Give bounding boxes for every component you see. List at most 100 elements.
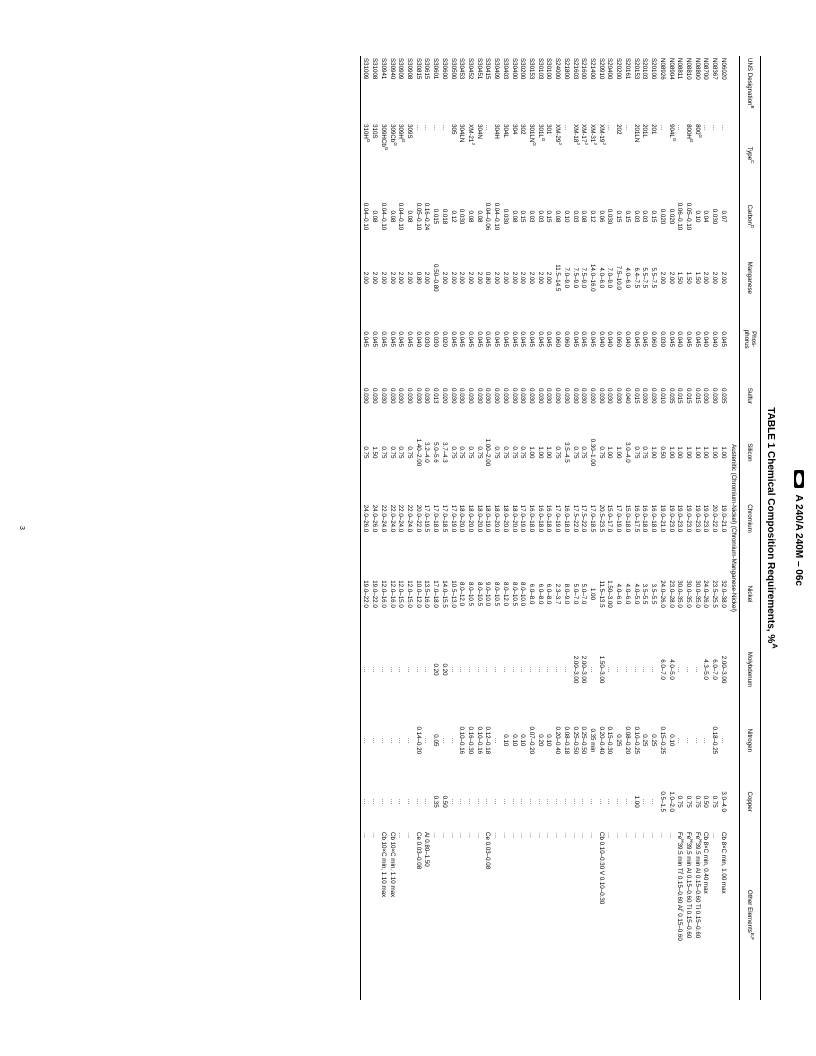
table-cell: 1.00 — [701, 424, 710, 481]
table-cell: 0.10 — [510, 707, 519, 773]
table-cell: 6.0–8.0 — [545, 556, 554, 632]
table-cell: 1.00–2.00 — [484, 424, 493, 481]
table-cell: … — [510, 632, 519, 708]
table-cell: 0.18–0.25 — [710, 707, 719, 773]
table-row: S30403304L0.0302.000.0450.0300.7518.0–20… — [501, 56, 510, 1000]
table-cell: 24.0–26.0 — [361, 481, 370, 557]
table-cell: 0.030 — [562, 367, 571, 424]
table-cell: Al 0.80–1.50 — [422, 830, 431, 1000]
table-cell: … — [422, 122, 431, 188]
table-cell: 2.00–3.00 — [719, 632, 728, 708]
table-cell: … — [457, 773, 466, 830]
table-cell: … — [614, 773, 623, 830]
table-cell: 0.030 — [588, 367, 597, 424]
table-cell: … — [701, 707, 710, 773]
table-cell: 16.0–18.0 — [545, 481, 554, 557]
table-row: S30452XM-21J0.082.000.0450.0300.7518.0–2… — [466, 56, 475, 1000]
table-cell: … — [414, 632, 423, 708]
table-cell: 7.5–10.0 — [614, 245, 623, 311]
table-cell: FeH39.5 min Al 0.15–0.60 Ti 0.15–0.60 — [693, 830, 702, 1000]
table-cell: 0.15 — [545, 188, 554, 245]
table-cell: 800G — [693, 122, 702, 188]
table-cell: 0.03 — [527, 188, 536, 245]
table-row: S305003050.122.000.0450.0300.7517.0–19.0… — [449, 56, 458, 1000]
page-number: 3 — [18, 0, 25, 1056]
table-cell: … — [396, 773, 405, 830]
table-cell: 0.040 — [606, 311, 615, 368]
table-cell: S30909 — [396, 56, 405, 122]
table-cell: … — [492, 830, 501, 1000]
table-cell: 0.05–0.10 — [414, 188, 423, 245]
table-cell: 0.045 — [370, 311, 379, 368]
table-cell: Cb 8×C min, 1.00 max — [719, 830, 728, 1000]
table-cell: 0.045 — [571, 311, 580, 368]
table-row: S31008310S0.082.000.0450.0301.5024.0–26.… — [370, 56, 379, 1000]
table-cell: 22.0–24.0 — [396, 481, 405, 557]
column-header: Copper — [739, 773, 760, 830]
table-cell: 0.75 — [684, 773, 693, 830]
table-cell: 0.35 — [431, 773, 440, 830]
table-cell: S30601 — [431, 56, 440, 122]
table-cell: N08926 — [658, 56, 667, 122]
table-row: S30103301LG0.032.000.0450.0301.0016.0–18… — [536, 56, 545, 1000]
table-cell: 4.0–6.0 — [614, 556, 623, 632]
table-cell: … — [571, 830, 580, 1000]
table-cell: 0.015 — [675, 367, 684, 424]
table-cell: 4.0–6.0 — [623, 245, 632, 311]
table-cell: 0.030 — [422, 367, 431, 424]
standard-header: A 240/A 240M – 06c — [793, 0, 804, 1056]
table-cell: 0.030 — [510, 367, 519, 424]
table-cell: 32.0–38.0 — [719, 556, 728, 632]
section-row: Austenitic (Chromium-Nickel) (Chromium-M… — [728, 56, 740, 1000]
table-cell: 3.5–5.5 — [649, 556, 658, 632]
table-cell: Cb 8×C min, 0.40 max — [701, 830, 710, 1000]
table-cell: 20.5–23.5 — [597, 481, 606, 557]
table-row: S30909309HG0.04–0.102.000.0450.0300.7522… — [396, 56, 405, 1000]
table-cell: 0.030 — [379, 367, 388, 424]
table-cell: 8.0–10.5 — [475, 556, 484, 632]
table-cell: 1.00 — [684, 424, 693, 481]
table-cell: 0.04–0.10 — [379, 188, 388, 245]
table-cell: 0.030 — [370, 367, 379, 424]
table-cell: 301LNG — [527, 122, 536, 188]
table-cell: 0.03 — [571, 188, 580, 245]
table-cell: … — [640, 773, 649, 830]
table-cell: … — [649, 830, 658, 1000]
table-cell: 0.015 — [632, 367, 641, 424]
table-cell: 304 — [510, 122, 519, 188]
table-cell: 0.12–0.18 — [484, 707, 493, 773]
table-cell: … — [658, 122, 667, 188]
table-cell: 0.030 — [457, 188, 466, 245]
table-cell: 5.0–5.6 — [431, 424, 440, 481]
table-cell: 2.00 — [449, 245, 458, 311]
table-cell: S20200 — [614, 56, 623, 122]
astm-logo-icon — [794, 470, 804, 488]
table-cell: 0.040 — [623, 367, 632, 424]
table-cell: … — [370, 707, 379, 773]
table-row: S20153201LN0.036.4–7.50.0450.0150.7516.0… — [632, 56, 641, 1000]
table-cell: 0.12 — [588, 188, 597, 245]
table-row: S202002020.157.5–10.00.0600.0301.0017.0–… — [614, 56, 623, 1000]
table-row: N08800800G0.101.500.0450.0151.0019.0–23.… — [693, 56, 702, 1000]
table-cell: FeH39.5 min Al 0.15–0.60 Ti 0.15–0.60 — [684, 830, 693, 1000]
table-cell: 0.035 — [719, 367, 728, 424]
table-cell: 0.75 — [693, 773, 702, 830]
table-cell: 6.0–7.0 — [658, 632, 667, 708]
table-cell: 0.10 — [693, 188, 702, 245]
table-row: S30908309S0.082.000.0450.0300.7522.0–24.… — [405, 56, 414, 1000]
table-cell: … — [484, 122, 493, 188]
table-cell: … — [710, 122, 719, 188]
table-cell: 0.75 — [632, 424, 641, 481]
table-cell: 22.0–24.0 — [405, 481, 414, 557]
table-cell: 8.0–10.5 — [466, 556, 475, 632]
table-cell: 0.08 — [405, 188, 414, 245]
table-cell: S30400 — [510, 56, 519, 122]
table-cell: … — [632, 632, 641, 708]
table-cell: … — [527, 773, 536, 830]
table-cell: 17.0–18.5 — [440, 481, 449, 557]
table-cell: … — [370, 773, 379, 830]
page-rotated: A 240/A 240M – 06c TABLE 1 Chemical Comp… — [0, 0, 816, 1056]
table-cell: 0.14–0.20 — [414, 707, 423, 773]
table-cell: 2.00 — [545, 245, 554, 311]
table-cell: … — [545, 830, 554, 1000]
